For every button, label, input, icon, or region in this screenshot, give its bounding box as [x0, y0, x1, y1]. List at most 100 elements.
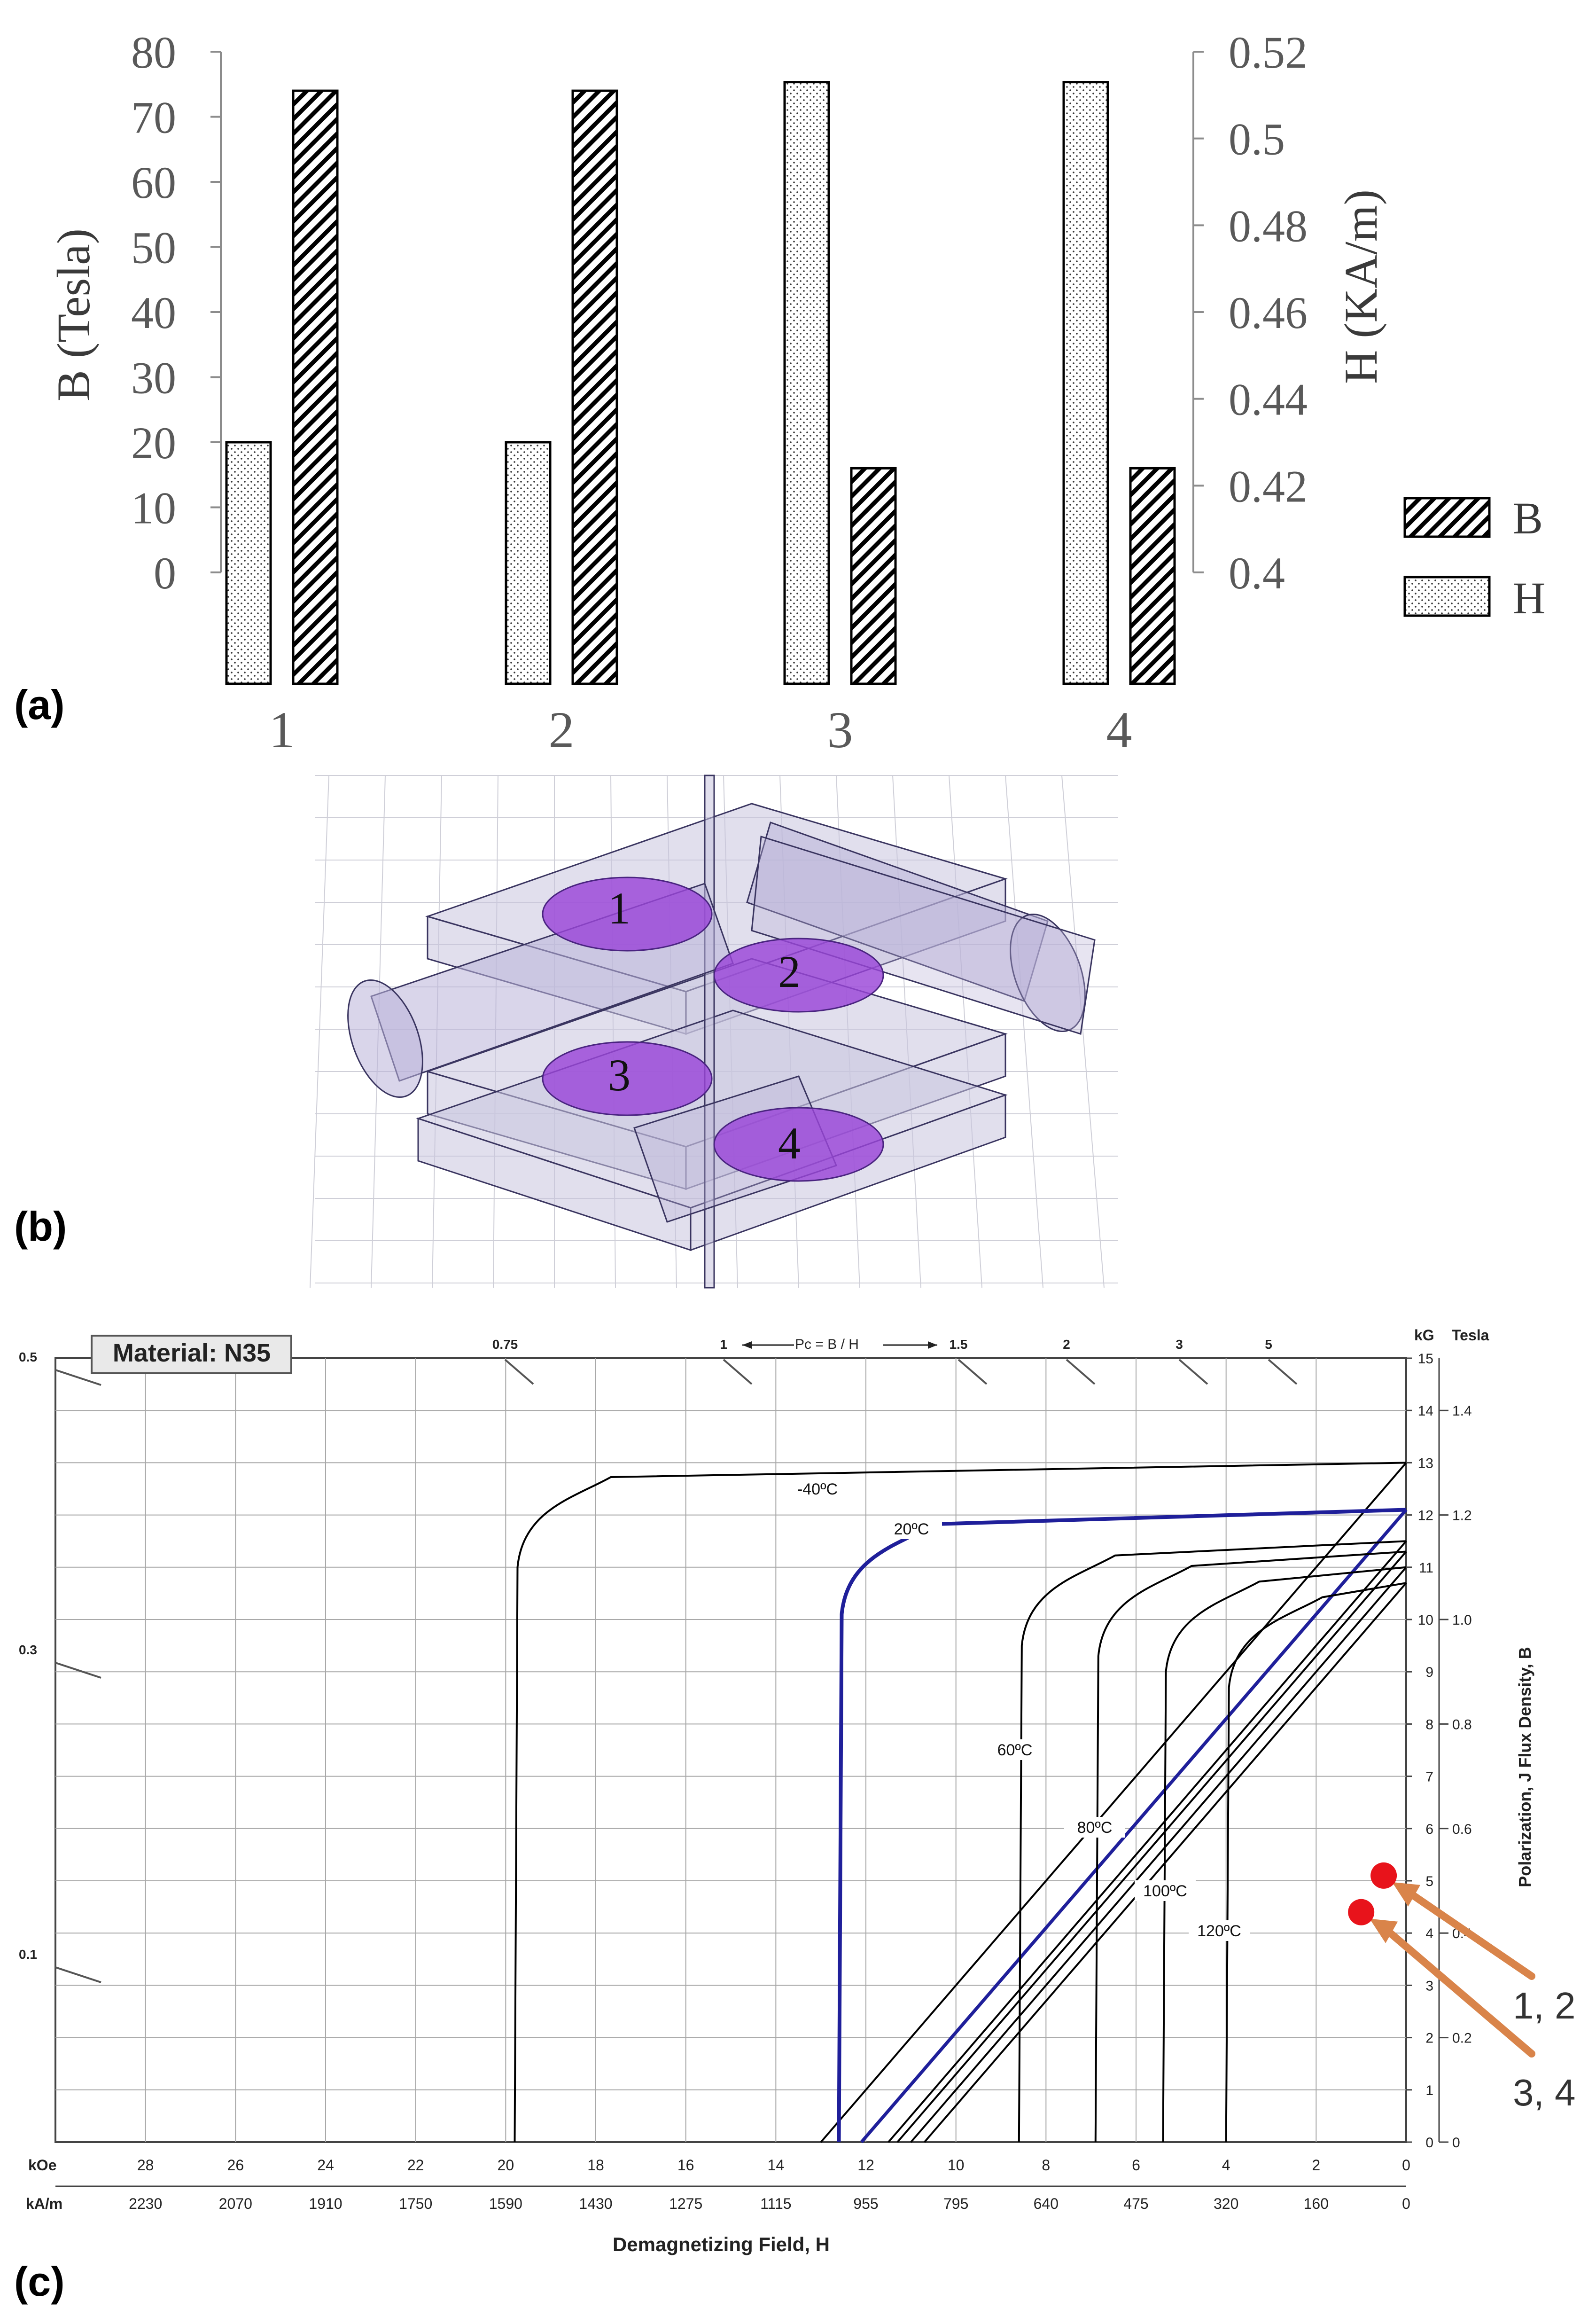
x-kAm-tick: 795 [943, 2195, 968, 2212]
x-kAm-tick: 1750 [399, 2195, 432, 2212]
y-kG-tick: 12 [1418, 1508, 1433, 1524]
left-scale-tick: 0.3 [19, 1643, 37, 1657]
left-scale-tick-mark [55, 1369, 101, 1386]
y-kG-tick: 8 [1425, 1717, 1433, 1732]
material-label: Material: N35 [113, 1339, 271, 1367]
x-kAm-tick: 1430 [579, 2195, 612, 2212]
y-kG-tick: 3 [1425, 1978, 1433, 1994]
curve-label-bg [1064, 1817, 1125, 1838]
x-kOe-tick: 22 [407, 2157, 424, 2174]
x-kAm-tick: 955 [853, 2195, 878, 2212]
x-kOe-tick: 2 [1312, 2157, 1320, 2174]
x-kOe-tick: 8 [1042, 2157, 1050, 2174]
y-kG-tick: 9 [1425, 1665, 1433, 1680]
left-tick-label: 10 [131, 483, 176, 533]
normal-curve-line [896, 1551, 1407, 2143]
intrinsic-curve [514, 1462, 1407, 2143]
bar-h-4 [1062, 81, 1109, 685]
right-tick-label: 0.4 [1229, 548, 1285, 598]
legend-label-b: B [1513, 493, 1543, 543]
magnet-label-1: 1 [608, 883, 631, 933]
x-kAm-tick: 1590 [489, 2195, 522, 2212]
y-kG-tick: 1 [1425, 2083, 1433, 2098]
curve-label-bg [1135, 1880, 1196, 1901]
demag-curves [514, 1462, 1407, 2143]
magnet-disc-4 [713, 1107, 884, 1182]
magnet-disc-2 [713, 938, 884, 1013]
y-kg-label: kG [1414, 1327, 1434, 1344]
bar-h-1 [225, 441, 272, 685]
bar-b-2 [571, 89, 618, 685]
right-tick-label: 0.46 [1229, 288, 1308, 338]
curve-label: 60ºC [997, 1741, 1033, 1759]
left-axis-ticks: 0 10 20 30 40 50 60 70 80 [131, 27, 221, 598]
pc-tick-label: 3 [1176, 1337, 1183, 1352]
bar-b-1 [292, 89, 339, 685]
x-kOe-tick: 6 [1132, 2157, 1140, 2174]
curve-label-bg [1189, 1920, 1250, 1941]
category-label-4: 4 [1106, 701, 1132, 759]
pc-scale-label: Pc = B / H [795, 1337, 859, 1352]
normal-curve-line [860, 1509, 1408, 2144]
legend: B H [1403, 493, 1545, 623]
left-tick-label: 70 [131, 93, 176, 143]
y-tesla-tick: 0.6 [1452, 1822, 1472, 1837]
curve-label: -40ºC [797, 1480, 838, 1498]
y-tesla-tick: 0.2 [1452, 2031, 1472, 2046]
bar-h-3 [783, 81, 830, 685]
x-kAm-tick: 475 [1123, 2195, 1148, 2212]
left-tick-label: 60 [131, 157, 176, 208]
panel-label-a: (a) [14, 681, 65, 728]
bar-series [225, 81, 1176, 685]
right-tick-label: 0.42 [1229, 461, 1308, 511]
y-kG-tick: 14 [1418, 1403, 1433, 1419]
normal-curve-line [910, 1566, 1407, 2143]
pc-tick-mark [1268, 1359, 1298, 1385]
left-tick-label: 40 [131, 288, 176, 338]
marker-arrow [1401, 1886, 1535, 1980]
right-tick-label: 0.44 [1229, 375, 1308, 425]
left-tick-label: 0 [154, 548, 176, 598]
curve-label: 120ºC [1197, 1922, 1241, 1940]
y-kG-tick: 13 [1418, 1455, 1433, 1471]
right-tick-label: 0.48 [1229, 201, 1308, 251]
pc-tick-label: 1 [720, 1337, 727, 1352]
y-kG-tick: 10 [1418, 1612, 1433, 1628]
operating-points: 1, 2 3, 4 [1348, 1862, 1575, 2113]
y-tesla-tick: 1.0 [1452, 1612, 1472, 1628]
right-axis-ticks: 0.4 0.42 0.44 0.46 0.48 0.5 0.52 [1193, 27, 1308, 598]
y-axis-label: Polarization, J Flux Density, B [1515, 1647, 1534, 1887]
left-scale-tick-mark [55, 1966, 101, 1983]
marker-arrow-head [1370, 1918, 1398, 1943]
operating-point-marker [1370, 1862, 1397, 1889]
pc-tick-label: 1.5 [950, 1337, 968, 1352]
left-scale-tick: 0.5 [19, 1350, 37, 1364]
left-axis-label: B (Tesla) [47, 228, 100, 401]
category-label-2: 2 [549, 701, 575, 759]
curve-label: 100ºC [1143, 1882, 1187, 1900]
y-tesla-tick: 0 [1452, 2135, 1460, 2151]
pc-arrow-left-head [742, 1341, 752, 1349]
magnet-label-2: 2 [778, 947, 801, 997]
right-tick-label: 0.5 [1229, 114, 1285, 164]
y-kG-tick: 6 [1425, 1822, 1433, 1837]
x-kAm-label: kA/m [26, 2195, 62, 2212]
left-tick-label: 20 [131, 418, 176, 468]
bar-b-3 [850, 467, 897, 685]
x-kOe-tick: 12 [857, 2157, 874, 2174]
x-kAm-tick: 2230 [129, 2195, 162, 2212]
pc-arrow-right-head [928, 1341, 937, 1349]
panel-a-bar-chart: 0 10 20 30 40 50 60 70 80 0.4 0.42 0.44 0.46 0.48 0.5… [14, 27, 1545, 759]
x-kOe-tick: 4 [1222, 2157, 1230, 2174]
y-kG-tick: 0 [1425, 2135, 1433, 2151]
x-kAm-tick: 1275 [669, 2195, 702, 2212]
marker-arrow-head [1392, 1882, 1421, 1907]
panel-label-c: (c) [14, 2258, 65, 2305]
panel-label-b: (b) [14, 1203, 67, 1250]
intrinsic-curve [1162, 1566, 1407, 2143]
y-kG-tick: 2 [1425, 2031, 1433, 2046]
y-tesla-tick: 0.8 [1452, 1717, 1472, 1732]
x-kAm-tick: 1115 [760, 2195, 791, 2212]
y-tesla-tick: 1.4 [1452, 1403, 1472, 1419]
